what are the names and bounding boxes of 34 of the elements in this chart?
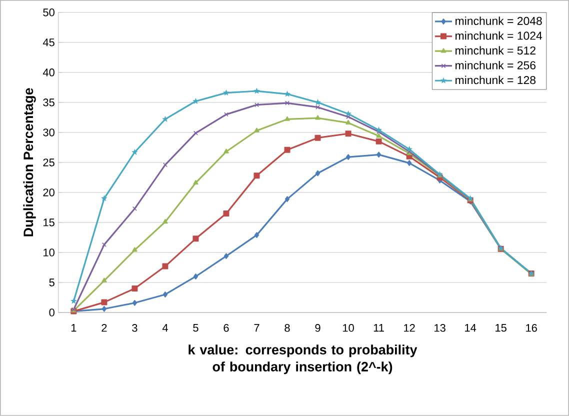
x-tick-label: 8 [284,324,290,332]
y-tick-label: 20 [43,188,54,196]
legend-label: minchunk = 256 [456,60,536,70]
x-axis-title: k value: corresponds to probability of boundary insertion (2^-k) [188,344,418,374]
legend-label: minchunk = 512 [456,46,536,55]
y-tick-label: 25 [43,158,54,166]
x-tick-label: 4 [162,324,168,332]
x-tick-label: 15 [496,324,506,332]
x-tick-label: 7 [254,324,260,332]
y-tick-label: 35 [43,98,54,106]
x-tick-label: 13 [434,324,446,332]
y-tick-label: 0 [49,308,54,316]
legend-label: minchunk = 1024 [456,31,542,40]
y-tick-label: 45 [42,38,54,46]
y-tick-label: 10 [44,248,54,256]
x-tick-label: 10 [343,324,354,332]
y-tick-label: 40 [42,68,54,76]
y-axis-title: Duplication Percentage [23,88,36,236]
y-tick-label: 15 [44,218,54,226]
y-tick-label: 50 [43,8,54,16]
legend-label: minchunk = 2048 [456,16,542,26]
x-tick-label: 14 [465,324,476,332]
y-tick-label: 30 [43,128,54,136]
x-tick-label: 16 [526,324,537,332]
x-tick-label: 12 [404,324,415,332]
x-tick-label: 1 [71,324,76,332]
x-tick-label: 11 [374,324,384,332]
x-tick-label: 6 [224,324,229,332]
x-tick-label: 9 [315,324,320,332]
x-tick-label: 3 [132,324,138,332]
x-tick-label: 5 [193,324,198,332]
legend-label: minchunk = 128 [456,76,536,84]
x-tick-label: 2 [102,324,107,332]
y-tick-label: 5 [49,278,54,286]
